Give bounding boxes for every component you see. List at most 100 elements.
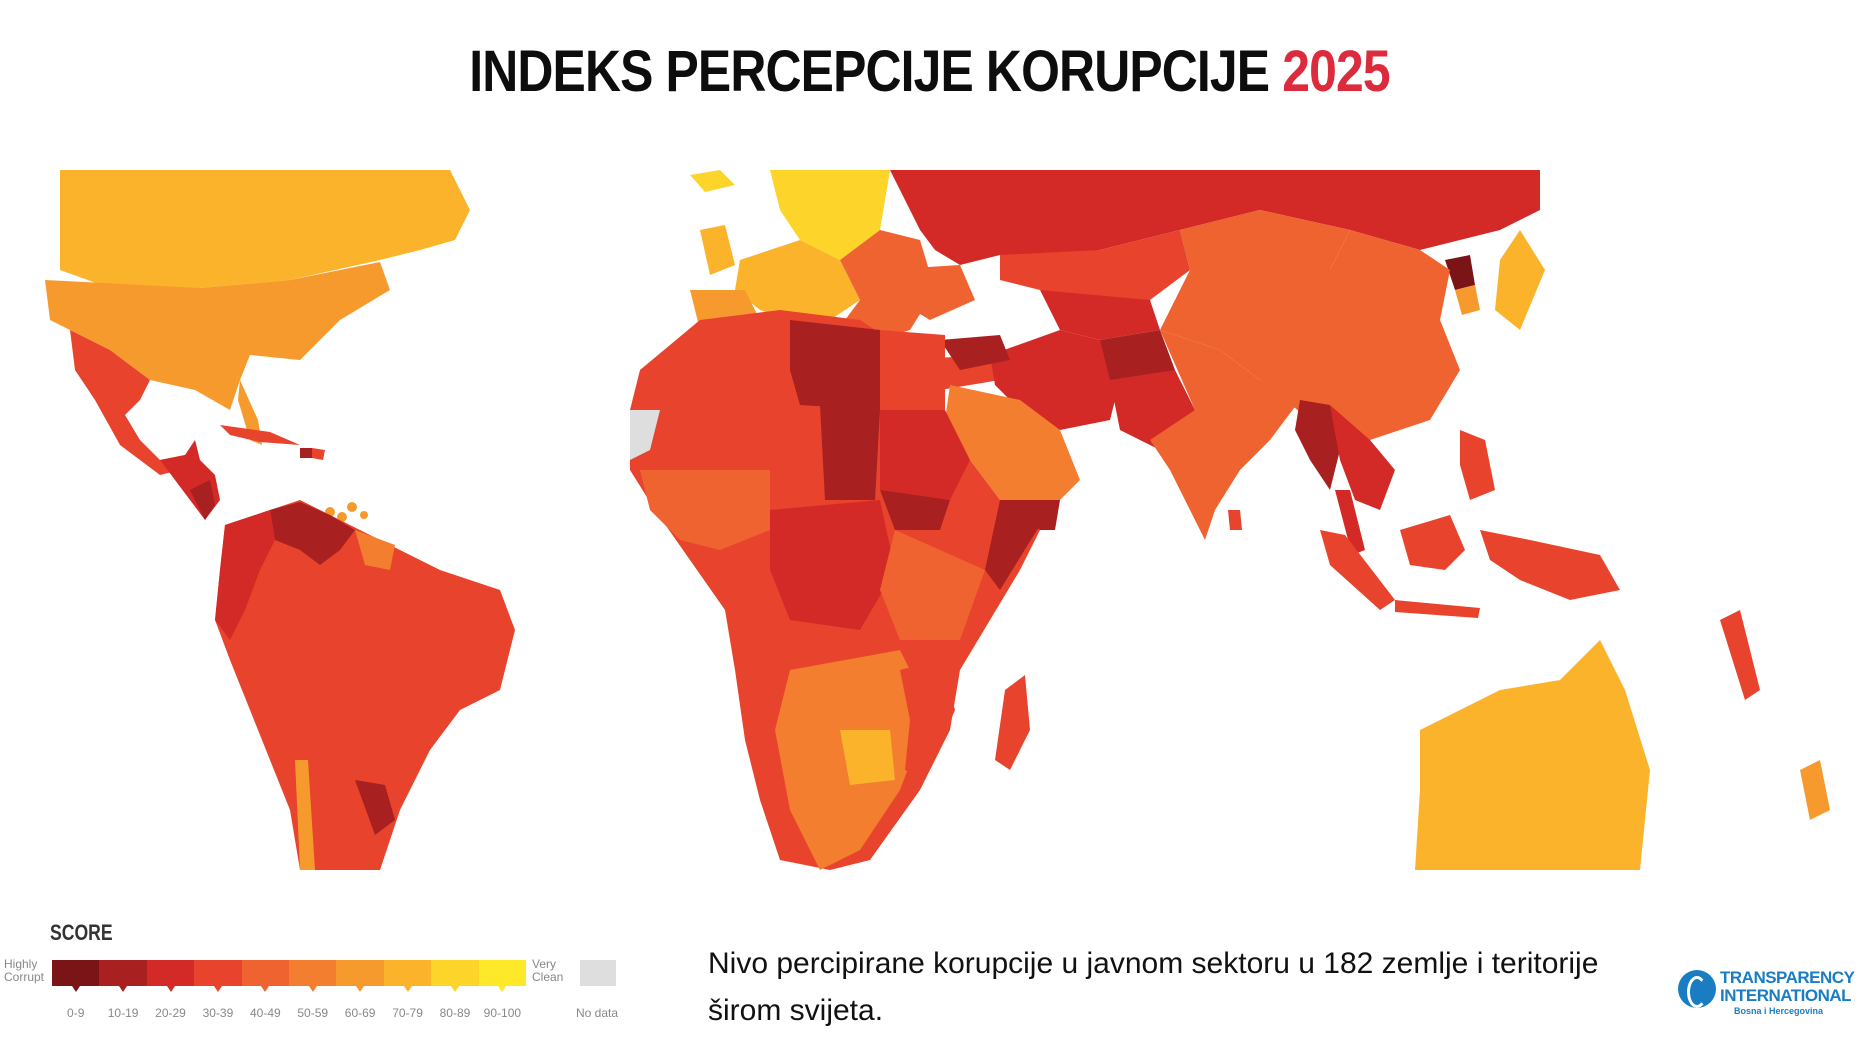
world-map <box>0 170 1859 870</box>
region-ukraine <box>880 265 975 320</box>
region-philippines <box>1460 430 1495 500</box>
ramp-range-label: 40-49 <box>249 1006 281 1020</box>
page-title: INDEKS PERCEPCIJE KORUPCIJE 2025 <box>130 38 1729 105</box>
ramp-range-label: 0-9 <box>67 1006 85 1020</box>
region-russia <box>890 170 1540 265</box>
region-sulawesi-png <box>1480 530 1620 600</box>
ramp-range-label: 20-29 <box>155 1006 186 1020</box>
legend-title: SCORE <box>50 920 113 945</box>
no-data-swatch <box>580 960 616 986</box>
region-madagascar <box>995 675 1030 770</box>
ramp-segment <box>383 960 432 992</box>
region-japan <box>1495 230 1545 330</box>
transparency-international-logo: TRANSPARENCY INTERNATIONAL Bosna i Herce… <box>1678 968 1858 1028</box>
region-south-america <box>215 500 515 870</box>
logo-line1: TRANSPARENCY <box>1720 968 1855 987</box>
region-nicaragua <box>190 480 215 520</box>
legend-high-label: Very Clean <box>532 957 564 984</box>
ramp-segment <box>431 960 479 992</box>
region-caribbean-isle-2 <box>337 512 347 522</box>
region-east-africa <box>880 530 985 640</box>
ramp-labels: 0-9 10-19 20-29 30-39 40-49 50-59 60-69 70-79 80… <box>52 1006 526 1020</box>
region-mozambique <box>900 660 955 780</box>
region-pacific-isles <box>1720 610 1760 700</box>
region-usa <box>45 262 390 410</box>
region-western-sahara <box>630 410 660 460</box>
region-florida <box>238 380 262 445</box>
region-egypt <box>880 330 945 410</box>
region-north-korea <box>1445 255 1475 290</box>
region-colombia-peru <box>215 510 275 640</box>
region-chile <box>295 760 315 870</box>
region-central-asia <box>1040 290 1160 340</box>
region-west-africa <box>640 470 770 550</box>
region-afghanistan <box>1100 330 1175 385</box>
logo-line2: INTERNATIONAL <box>1720 986 1852 1005</box>
world-map-svg <box>45 170 1830 870</box>
region-scandinavia <box>770 170 890 260</box>
region-indochina <box>1330 405 1395 510</box>
logo-line3: Bosna i Hercegovina <box>1734 1006 1824 1016</box>
region-myanmar <box>1295 400 1340 490</box>
region-kazakhstan <box>1000 230 1190 300</box>
region-canada-alaska <box>60 170 470 288</box>
region-syria <box>940 335 1010 370</box>
ramp-segment <box>289 960 337 992</box>
ramp-segment <box>241 960 290 992</box>
ramp-tick <box>356 986 365 992</box>
color-ramp <box>52 960 527 992</box>
ramp-segment <box>146 960 195 992</box>
region-saudi-arabia <box>945 385 1080 500</box>
title-main: INDEKS PERCEPCIJE KORUPCIJE <box>469 39 1270 104</box>
ramp-tick <box>71 986 80 992</box>
ramp-tick <box>450 986 459 992</box>
region-south-korea <box>1455 285 1480 315</box>
ramp-range-label: 10-19 <box>107 1006 139 1020</box>
region-malay-peninsula <box>1335 490 1365 555</box>
region-new-zealand <box>1800 760 1830 820</box>
ramp-tick <box>166 986 175 992</box>
region-south-sudan <box>880 490 950 530</box>
region-australia <box>1415 640 1650 870</box>
ramp-range-label: 80-89 <box>439 1006 471 1020</box>
region-paraguay <box>355 780 395 835</box>
region-sri-lanka <box>1228 510 1242 530</box>
title-year: 2025 <box>1282 39 1390 104</box>
ramp-segment <box>478 960 527 992</box>
ramp-segment <box>99 960 147 992</box>
region-guianas <box>355 530 395 570</box>
region-chad-sudan <box>820 405 880 500</box>
map-caption: Nivo percipirane korupcije u javnom sekt… <box>708 947 1599 1027</box>
region-dominican <box>312 448 325 460</box>
region-iceland <box>690 170 735 192</box>
region-caribbean-isle-4 <box>360 511 368 519</box>
legend-low-label: Highly Corrupt <box>4 957 45 984</box>
ramp-tick <box>119 986 128 992</box>
region-mexico <box>70 330 185 475</box>
region-mongolia <box>1180 210 1350 270</box>
region-sudan <box>880 410 970 500</box>
region-somalia <box>985 500 1040 590</box>
region-haiti <box>300 448 312 458</box>
ramp-range-label: 70-79 <box>392 1006 423 1020</box>
ramp-segment <box>336 960 384 992</box>
ramp-range-label: 30-39 <box>202 1006 234 1020</box>
region-eastern-europe <box>840 230 935 345</box>
map-legend: SCORE Highly Corrupt Very Clean 0-9 10-19… <box>0 920 640 1030</box>
ramp-tick <box>308 986 317 992</box>
region-cuba <box>220 425 300 445</box>
ramp-range-label: 50-59 <box>297 1006 329 1020</box>
ramp-tick <box>498 986 507 992</box>
region-central-africa <box>770 500 895 630</box>
region-venezuela <box>270 502 355 565</box>
region-uk-ireland <box>700 225 735 275</box>
ramp-range-label: 90-100 <box>483 1006 522 1020</box>
ramp-tick <box>403 986 412 992</box>
no-data-label: No data <box>576 1006 619 1020</box>
region-western-europe <box>735 240 860 320</box>
region-india <box>1150 330 1300 540</box>
ramp-tick <box>213 986 222 992</box>
ramp-segment <box>52 960 100 992</box>
region-libya <box>790 320 880 410</box>
ramp-segment <box>194 960 242 992</box>
